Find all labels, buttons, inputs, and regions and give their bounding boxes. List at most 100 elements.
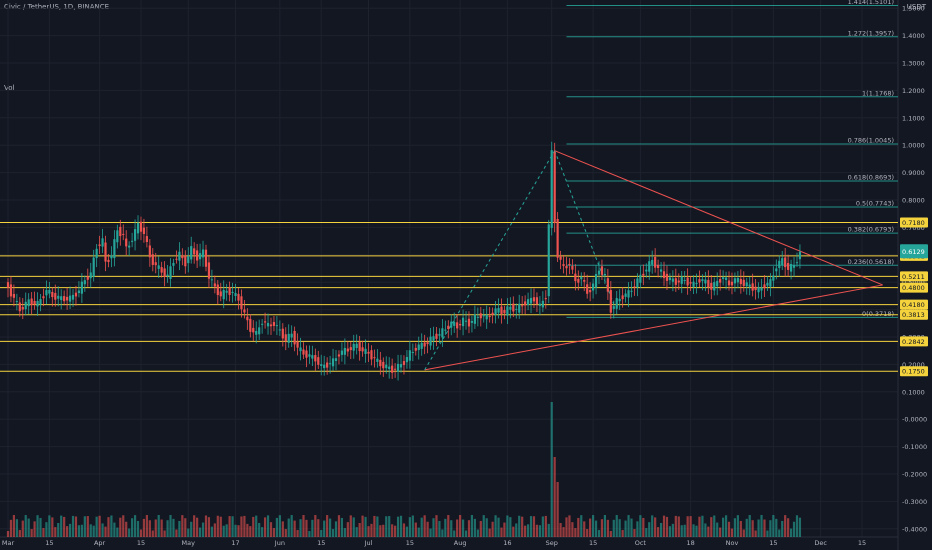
level-tag [900,309,928,320]
volume-bar [190,521,193,537]
volume-bar [74,516,78,537]
candle [674,278,677,285]
volume-bar [423,515,426,537]
candle [603,274,607,276]
volume-bar [444,518,447,537]
volume-bar [456,519,459,537]
candle [612,306,615,309]
volume-bar [677,516,680,537]
level-tag [900,299,928,310]
volume-bar [529,516,533,537]
volume-bar [281,521,284,537]
candle [314,355,317,362]
candle [591,283,595,291]
volume-bar [213,523,216,537]
candle [456,322,459,329]
candle [30,298,33,306]
candle [787,262,790,270]
candle [689,282,692,284]
volume-bar [154,519,157,537]
volume-bar [367,526,370,537]
volume-bar [470,515,474,537]
volume-bar [399,515,403,537]
volume-bar [349,515,352,537]
volume-bar [633,529,636,537]
candle [367,351,370,354]
candle [544,298,547,300]
candle [376,358,379,362]
candle [479,313,482,319]
candle [524,301,527,306]
volume-bar [24,515,27,537]
volume-bar [116,527,119,537]
volume-bar [18,530,21,537]
volume-bar [287,518,290,537]
volume-bar [639,515,642,537]
candle [196,250,199,261]
volume-bar [36,515,39,537]
volume-bar [175,529,178,537]
volume-bar [414,522,417,537]
volume-bar [290,515,293,537]
candle [692,281,695,287]
current-price-tag [900,244,928,259]
candle [739,278,742,285]
candle [716,280,719,287]
volume-bar [618,519,621,537]
candle [423,342,426,347]
candle [701,279,704,282]
candle [311,355,314,359]
candle [281,328,284,339]
volume-bar [766,530,769,537]
candle [308,354,311,357]
candle [577,278,580,283]
volume-bar [376,516,379,537]
candle [139,221,143,232]
candle [553,152,556,224]
candle [683,279,686,281]
candle [317,357,320,365]
candle [36,300,39,307]
candle [710,282,713,290]
volume-bar [172,518,175,537]
volume-bar [447,515,450,537]
candle [293,330,296,345]
volume-bar [792,521,796,537]
fib-level-label: 0.786(1.0045) [848,136,894,144]
candle [151,254,154,265]
candle [586,284,589,294]
volume-bar [417,527,420,537]
fib-level-label: 1.272(1.3957) [848,29,894,37]
axis-unit: USDT [906,3,926,11]
candle [207,262,211,279]
candle [74,292,78,297]
candle [27,299,30,307]
volume-bar [317,519,320,537]
candle [789,264,793,272]
candle [580,276,583,280]
x-tick-label: 17 [231,539,239,547]
volume-bar [411,515,414,537]
volume-bar [184,518,187,537]
volume-bar [128,528,131,537]
candle [373,357,376,359]
candle [680,276,683,284]
volume-bar [166,520,169,537]
candle [529,297,533,304]
volume-bar [701,515,704,537]
candle [654,256,657,268]
candle [606,278,609,292]
candle [506,306,509,316]
volume-bar [266,515,270,537]
level-tag-label: 0.4800 [902,284,925,292]
volume-bar [113,522,116,537]
volume-bar [122,515,125,537]
candle [358,342,361,352]
x-tick-label: Jun [274,539,285,547]
candle [503,310,506,314]
volume-bar [716,522,719,537]
candle [766,282,769,286]
volume-bar [491,521,494,537]
volume-bar [181,515,184,537]
